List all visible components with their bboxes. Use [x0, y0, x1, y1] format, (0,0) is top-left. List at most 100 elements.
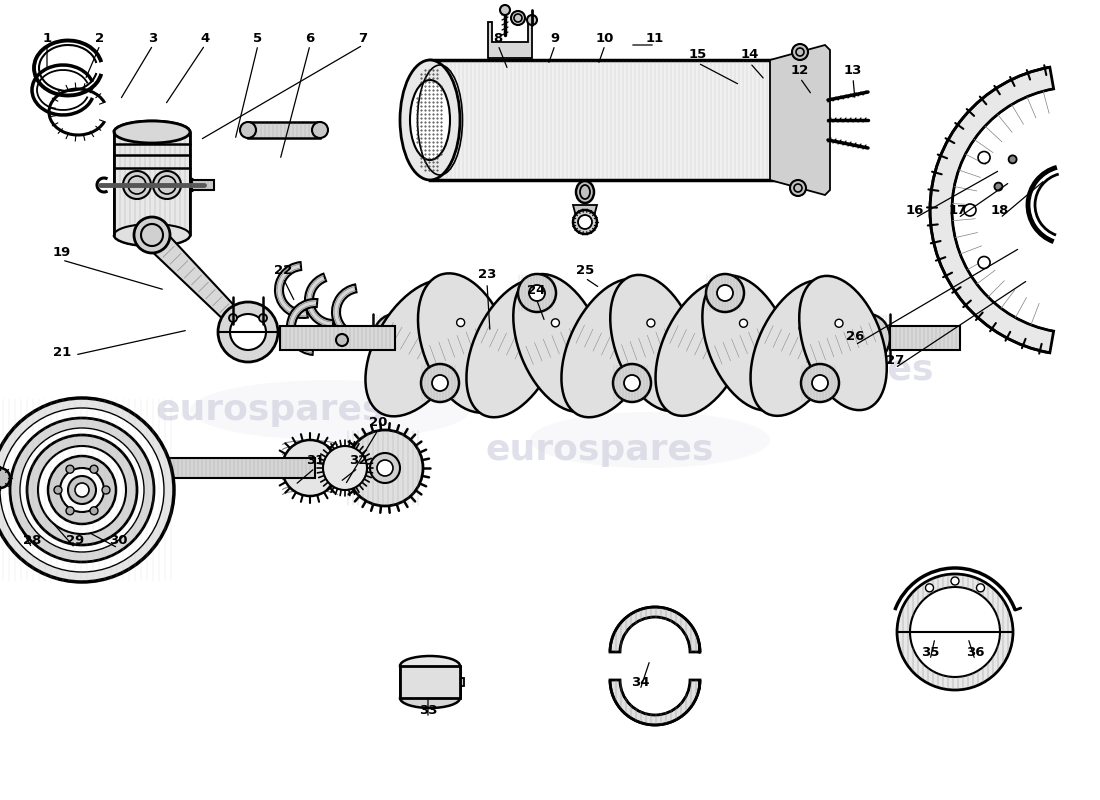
- Circle shape: [792, 44, 808, 60]
- Circle shape: [282, 440, 338, 496]
- Circle shape: [456, 318, 464, 326]
- Circle shape: [218, 302, 278, 362]
- Text: 23: 23: [477, 269, 496, 282]
- Bar: [430, 60, 800, 180]
- Circle shape: [994, 182, 1002, 190]
- Circle shape: [39, 446, 126, 534]
- Circle shape: [516, 324, 525, 332]
- Text: 4: 4: [200, 31, 210, 45]
- Text: 28: 28: [23, 534, 41, 546]
- Ellipse shape: [421, 364, 459, 402]
- Circle shape: [0, 408, 164, 572]
- Ellipse shape: [466, 278, 563, 418]
- Circle shape: [102, 486, 110, 494]
- Circle shape: [1009, 155, 1016, 163]
- Polygon shape: [890, 326, 960, 350]
- Ellipse shape: [400, 60, 460, 180]
- Ellipse shape: [778, 60, 823, 180]
- Circle shape: [647, 319, 654, 327]
- Circle shape: [66, 466, 74, 474]
- Ellipse shape: [801, 364, 839, 402]
- Text: 8: 8: [494, 31, 503, 45]
- Ellipse shape: [365, 280, 471, 416]
- Circle shape: [346, 430, 424, 506]
- Ellipse shape: [613, 364, 651, 402]
- Text: 21: 21: [53, 346, 72, 358]
- Ellipse shape: [750, 280, 846, 416]
- Text: 14: 14: [740, 49, 759, 62]
- Ellipse shape: [418, 274, 512, 413]
- Text: 29: 29: [66, 534, 84, 546]
- Text: 36: 36: [966, 646, 984, 658]
- Ellipse shape: [400, 656, 460, 676]
- Circle shape: [230, 314, 266, 350]
- Ellipse shape: [576, 181, 594, 203]
- Ellipse shape: [114, 121, 190, 143]
- Text: 2: 2: [96, 31, 104, 45]
- Circle shape: [258, 314, 267, 322]
- Text: 5: 5: [253, 31, 263, 45]
- Text: 30: 30: [109, 534, 128, 546]
- Text: 26: 26: [846, 330, 865, 343]
- Circle shape: [500, 5, 510, 15]
- Circle shape: [60, 468, 104, 512]
- Ellipse shape: [706, 274, 744, 312]
- Circle shape: [20, 428, 144, 552]
- Text: 10: 10: [596, 31, 614, 45]
- Text: 24: 24: [527, 283, 546, 297]
- Polygon shape: [143, 226, 254, 338]
- Text: 3: 3: [148, 31, 157, 45]
- Text: eurospares: eurospares: [156, 393, 384, 427]
- Text: 34: 34: [630, 675, 649, 689]
- Text: 11: 11: [646, 31, 664, 45]
- Bar: [248, 122, 320, 138]
- Circle shape: [717, 285, 733, 301]
- Ellipse shape: [658, 314, 702, 362]
- Circle shape: [0, 468, 10, 488]
- Text: 20: 20: [368, 415, 387, 429]
- Text: 32: 32: [349, 454, 367, 466]
- Text: 33: 33: [419, 703, 438, 717]
- Circle shape: [978, 257, 990, 269]
- Ellipse shape: [610, 275, 700, 411]
- Circle shape: [612, 324, 619, 332]
- Circle shape: [624, 375, 640, 391]
- Ellipse shape: [468, 314, 512, 362]
- Ellipse shape: [514, 274, 607, 412]
- Wedge shape: [332, 285, 362, 340]
- Circle shape: [835, 319, 843, 327]
- Wedge shape: [305, 274, 333, 328]
- Ellipse shape: [190, 380, 470, 440]
- Text: 9: 9: [550, 31, 560, 45]
- Circle shape: [952, 577, 959, 585]
- Ellipse shape: [312, 122, 328, 138]
- Ellipse shape: [400, 688, 460, 708]
- Circle shape: [229, 314, 236, 322]
- Ellipse shape: [566, 314, 610, 362]
- Circle shape: [420, 325, 428, 333]
- Circle shape: [90, 466, 98, 474]
- Circle shape: [48, 456, 116, 524]
- Circle shape: [370, 453, 400, 483]
- Text: 27: 27: [886, 354, 904, 366]
- Polygon shape: [168, 458, 315, 478]
- Circle shape: [896, 574, 1013, 690]
- Circle shape: [28, 435, 138, 545]
- Ellipse shape: [373, 314, 417, 362]
- Ellipse shape: [530, 412, 770, 468]
- Circle shape: [739, 319, 748, 327]
- Circle shape: [704, 324, 712, 332]
- Circle shape: [573, 210, 597, 234]
- Text: 22: 22: [274, 263, 293, 277]
- Wedge shape: [930, 67, 1054, 353]
- Ellipse shape: [846, 314, 890, 362]
- Circle shape: [910, 587, 1000, 677]
- Circle shape: [0, 398, 174, 582]
- Ellipse shape: [561, 278, 659, 418]
- Ellipse shape: [754, 314, 798, 362]
- Circle shape: [578, 215, 592, 229]
- Text: 25: 25: [576, 263, 594, 277]
- Circle shape: [432, 375, 448, 391]
- Ellipse shape: [656, 280, 750, 416]
- Circle shape: [812, 375, 828, 391]
